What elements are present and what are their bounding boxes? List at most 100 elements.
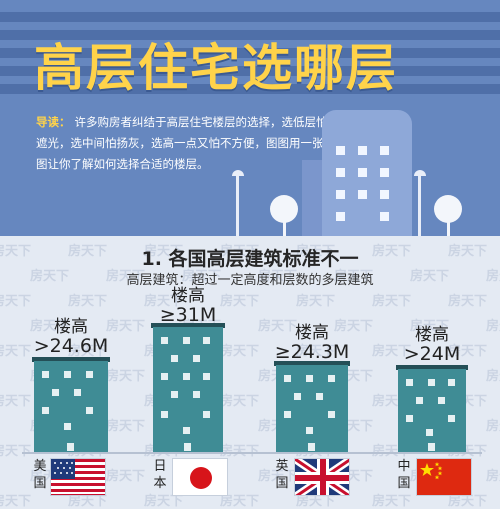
watermark-text: 房天下 [296, 244, 336, 259]
page-title: 高层住宅选哪层 [34, 39, 398, 97]
street-lamp [418, 175, 421, 236]
watermark-text: 房天下 [0, 294, 32, 309]
building-roof [396, 365, 468, 370]
decor-window [336, 212, 345, 221]
building-window [203, 337, 210, 344]
country-char: 英 [275, 459, 289, 474]
height-label-japan: 楼高 ≥31M [150, 287, 226, 325]
height-label-uk: 楼高 ≥24.3M [272, 324, 352, 362]
height-caption: 楼高 [295, 323, 329, 343]
height-value: >24.6M [33, 335, 109, 357]
watermark-text: 房天下 [448, 344, 488, 359]
building-window [328, 411, 335, 418]
building-window [161, 411, 168, 418]
building-window [52, 389, 59, 396]
watermark-text: 房天下 [144, 494, 184, 509]
country-char: 国 [275, 476, 289, 491]
watermark-text: 房天下 [486, 369, 500, 384]
tree-icon [270, 195, 298, 223]
usa-flag-icon [50, 458, 106, 496]
watermark-text: 房天下 [68, 244, 108, 259]
watermark-text: 房天下 [486, 419, 500, 434]
country-name-uk: 英 国 [274, 458, 290, 492]
watermark-text: 房天下 [220, 294, 260, 309]
building-window [42, 407, 49, 414]
watermark-text: 房天下 [448, 294, 488, 309]
watermark-text: 房天下 [372, 244, 412, 259]
watermark-text: 房天下 [144, 294, 184, 309]
building-window [183, 373, 190, 380]
decor-window [358, 146, 367, 155]
building-window [448, 379, 455, 386]
building-window [306, 427, 313, 434]
building-window [171, 391, 178, 398]
building-door [308, 443, 315, 451]
height-caption: 楼高 [415, 325, 449, 345]
watermark-text: 房天下 [220, 344, 260, 359]
watermark-text: 房天下 [220, 494, 260, 509]
building-window [42, 371, 49, 378]
building-window [316, 393, 323, 400]
decor-building [322, 110, 412, 236]
header-stripe [0, 30, 500, 40]
decor-window [336, 190, 345, 199]
header-stripe [0, 66, 500, 76]
watermark-text: 房天下 [296, 494, 336, 509]
country-char: 日 [153, 459, 167, 474]
tree-icon [434, 195, 462, 223]
building-japan [153, 327, 223, 452]
watermark-text: 房天下 [30, 319, 70, 334]
watermark-text: 房天下 [220, 244, 260, 259]
watermark-text: 房天下 [68, 294, 108, 309]
china-flag-icon [416, 458, 472, 496]
building-door [184, 443, 191, 451]
building-window [448, 415, 455, 422]
building-window [294, 393, 301, 400]
watermark-text: 房天下 [372, 494, 412, 509]
watermark-text: 房天下 [486, 269, 500, 284]
building-window [426, 429, 433, 436]
building-door [428, 443, 435, 451]
building-window [64, 423, 71, 430]
watermark-text: 房天下 [0, 444, 32, 459]
watermark-text: 房天下 [410, 269, 450, 284]
watermark-text: 房天下 [0, 394, 32, 409]
building-window [161, 373, 168, 380]
watermark-text: 房天下 [0, 344, 32, 359]
watermark-text: 房天下 [296, 344, 336, 359]
watermark-text: 房天下 [106, 419, 146, 434]
building-window [183, 427, 190, 434]
street-lamp [236, 175, 239, 236]
watermark-text: 房天下 [372, 344, 412, 359]
decor-window [380, 190, 389, 199]
watermark-text: 房天下 [30, 269, 70, 284]
watermark-text: 房天下 [410, 319, 450, 334]
building-window [306, 375, 313, 382]
building-window [86, 407, 93, 414]
height-value: >24M [403, 343, 461, 365]
watermark-text: 房天下 [448, 244, 488, 259]
building-window [284, 375, 291, 382]
country-name-china: 中 国 [396, 458, 412, 492]
country-name-japan: 日 本 [152, 458, 168, 492]
watermark-text: 房天下 [486, 319, 500, 334]
decor-window [380, 168, 389, 177]
country-char: 国 [397, 476, 411, 491]
decor-window [358, 190, 367, 199]
header-stripe [0, 84, 500, 94]
watermark-text: 房天下 [220, 394, 260, 409]
watermark-text: 房天下 [448, 494, 488, 509]
watermark-text: 房天下 [106, 319, 146, 334]
japan-flag-icon [172, 458, 228, 496]
country-char: 本 [153, 476, 167, 491]
decor-window [336, 168, 345, 177]
building-roof [151, 323, 225, 328]
header-stripe [0, 48, 500, 58]
building-window [183, 337, 190, 344]
country-name-usa: 美 国 [32, 458, 48, 492]
watermark-text: 房天下 [0, 244, 32, 259]
building-window [328, 375, 335, 382]
tree-trunk [283, 220, 286, 236]
watermark-text: 房天下 [220, 440, 259, 459]
watermark-text: 房天下 [144, 244, 184, 259]
